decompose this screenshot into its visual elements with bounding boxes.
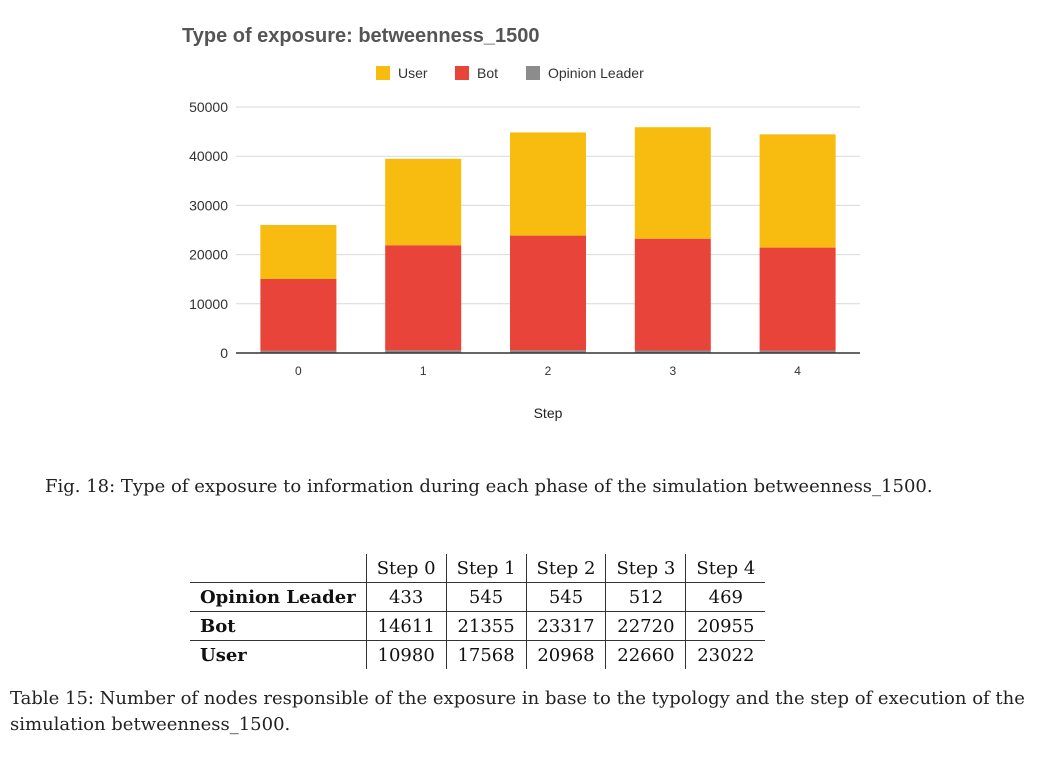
table-row: Opinion Leader 433 545 545 512 469 — [190, 582, 766, 612]
table-cell: 512 — [605, 582, 686, 612]
legend-swatch — [526, 66, 540, 80]
table-cell: 433 — [365, 582, 447, 612]
bar-segment-opinion-leader — [634, 350, 711, 353]
chart-title: Type of exposure: betweenness_1500 — [182, 25, 540, 47]
stacked-bar-chart: Type of exposure: betweenness_1500 User B… — [182, 25, 860, 421]
table-header-row: Step 0 Step 1 Step 2 Step 3 Step 4 — [190, 554, 766, 583]
y-tick-label: 20000 — [189, 247, 228, 263]
legend-label: User — [398, 65, 428, 81]
bar-segment-bot — [634, 238, 711, 351]
legend-swatch — [455, 66, 469, 80]
bar-segment-user — [634, 127, 711, 239]
bar-segment-opinion-leader — [510, 350, 586, 353]
table-cell: 14611 — [365, 611, 447, 641]
table-cell: 23022 — [685, 640, 766, 669]
table-row-label: Bot — [190, 611, 367, 641]
table-caption: Table 15: Number of nodes responsible of… — [10, 688, 1025, 735]
table-cell: 20968 — [525, 640, 606, 669]
bar-segment-bot — [260, 278, 337, 351]
x-tick-label: 0 — [295, 364, 302, 378]
table-column-header: Step 1 — [445, 554, 527, 583]
table-cell: 10980 — [365, 640, 447, 669]
table-cell: 21355 — [445, 611, 527, 641]
chart-bars — [260, 127, 836, 353]
y-tick-label: 0 — [220, 345, 228, 361]
table-cell: 22720 — [605, 611, 686, 641]
x-tick-label: 1 — [420, 364, 427, 378]
bar-segment-bot — [510, 235, 586, 351]
x-tick-label: 3 — [669, 364, 676, 378]
x-axis-label: Step — [534, 405, 563, 421]
table-row-label: User — [200, 644, 247, 666]
bar-segment-opinion-leader — [385, 350, 462, 353]
table-row: User 10980 17568 20968 22660 23022 — [190, 640, 766, 669]
table-corner-cell — [190, 554, 366, 583]
exposure-table: Step 0 Step 1 Step 2 Step 3 Step 4 Opini… — [190, 554, 766, 669]
bar-segment-user — [260, 224, 337, 279]
table-column-header: Step 3 — [605, 554, 686, 583]
table-cell: 22660 — [605, 640, 686, 669]
bar-segment-bot — [385, 245, 462, 351]
legend-swatch — [376, 66, 390, 80]
chart-legend: User Bot Opinion Leader — [376, 65, 644, 81]
y-tick-label: 30000 — [189, 197, 228, 213]
y-axis-ticks: 0 10000 20000 30000 40000 50000 — [189, 99, 228, 361]
bar-segment-bot — [759, 247, 836, 351]
table-cell: 20955 — [685, 611, 766, 641]
table-column-header: Step 2 — [525, 554, 606, 583]
table-row: Bot 14611 21355 23317 22720 20955 — [190, 611, 766, 641]
x-tick-label: 2 — [545, 364, 552, 378]
bar-segment-user — [759, 134, 836, 248]
y-tick-label: 50000 — [189, 99, 228, 115]
table-column-header: Step 0 — [365, 554, 447, 583]
bar-segment-opinion-leader — [759, 350, 836, 353]
y-tick-label: 10000 — [189, 296, 228, 312]
table-cell: 545 — [525, 582, 606, 612]
bar-segment-user — [510, 132, 586, 236]
y-tick-label: 40000 — [189, 148, 228, 164]
table-row-label: Opinion Leader — [190, 582, 367, 612]
bar-segment-opinion-leader — [260, 350, 337, 353]
legend-label: Bot — [477, 65, 498, 81]
x-tick-label: 4 — [794, 364, 801, 378]
table-cell: 469 — [685, 582, 766, 612]
figure-caption: Fig. 18: Type of exposure to information… — [45, 476, 933, 497]
table-column-header: Step 4 — [685, 554, 766, 583]
table-cell: 545 — [445, 582, 527, 612]
table-cell: 23317 — [525, 611, 606, 641]
bar-segment-user — [385, 158, 462, 246]
legend-label: Opinion Leader — [548, 65, 644, 81]
x-axis-ticks: 0 1 2 3 4 — [295, 364, 801, 378]
table-cell: 17568 — [445, 640, 527, 669]
